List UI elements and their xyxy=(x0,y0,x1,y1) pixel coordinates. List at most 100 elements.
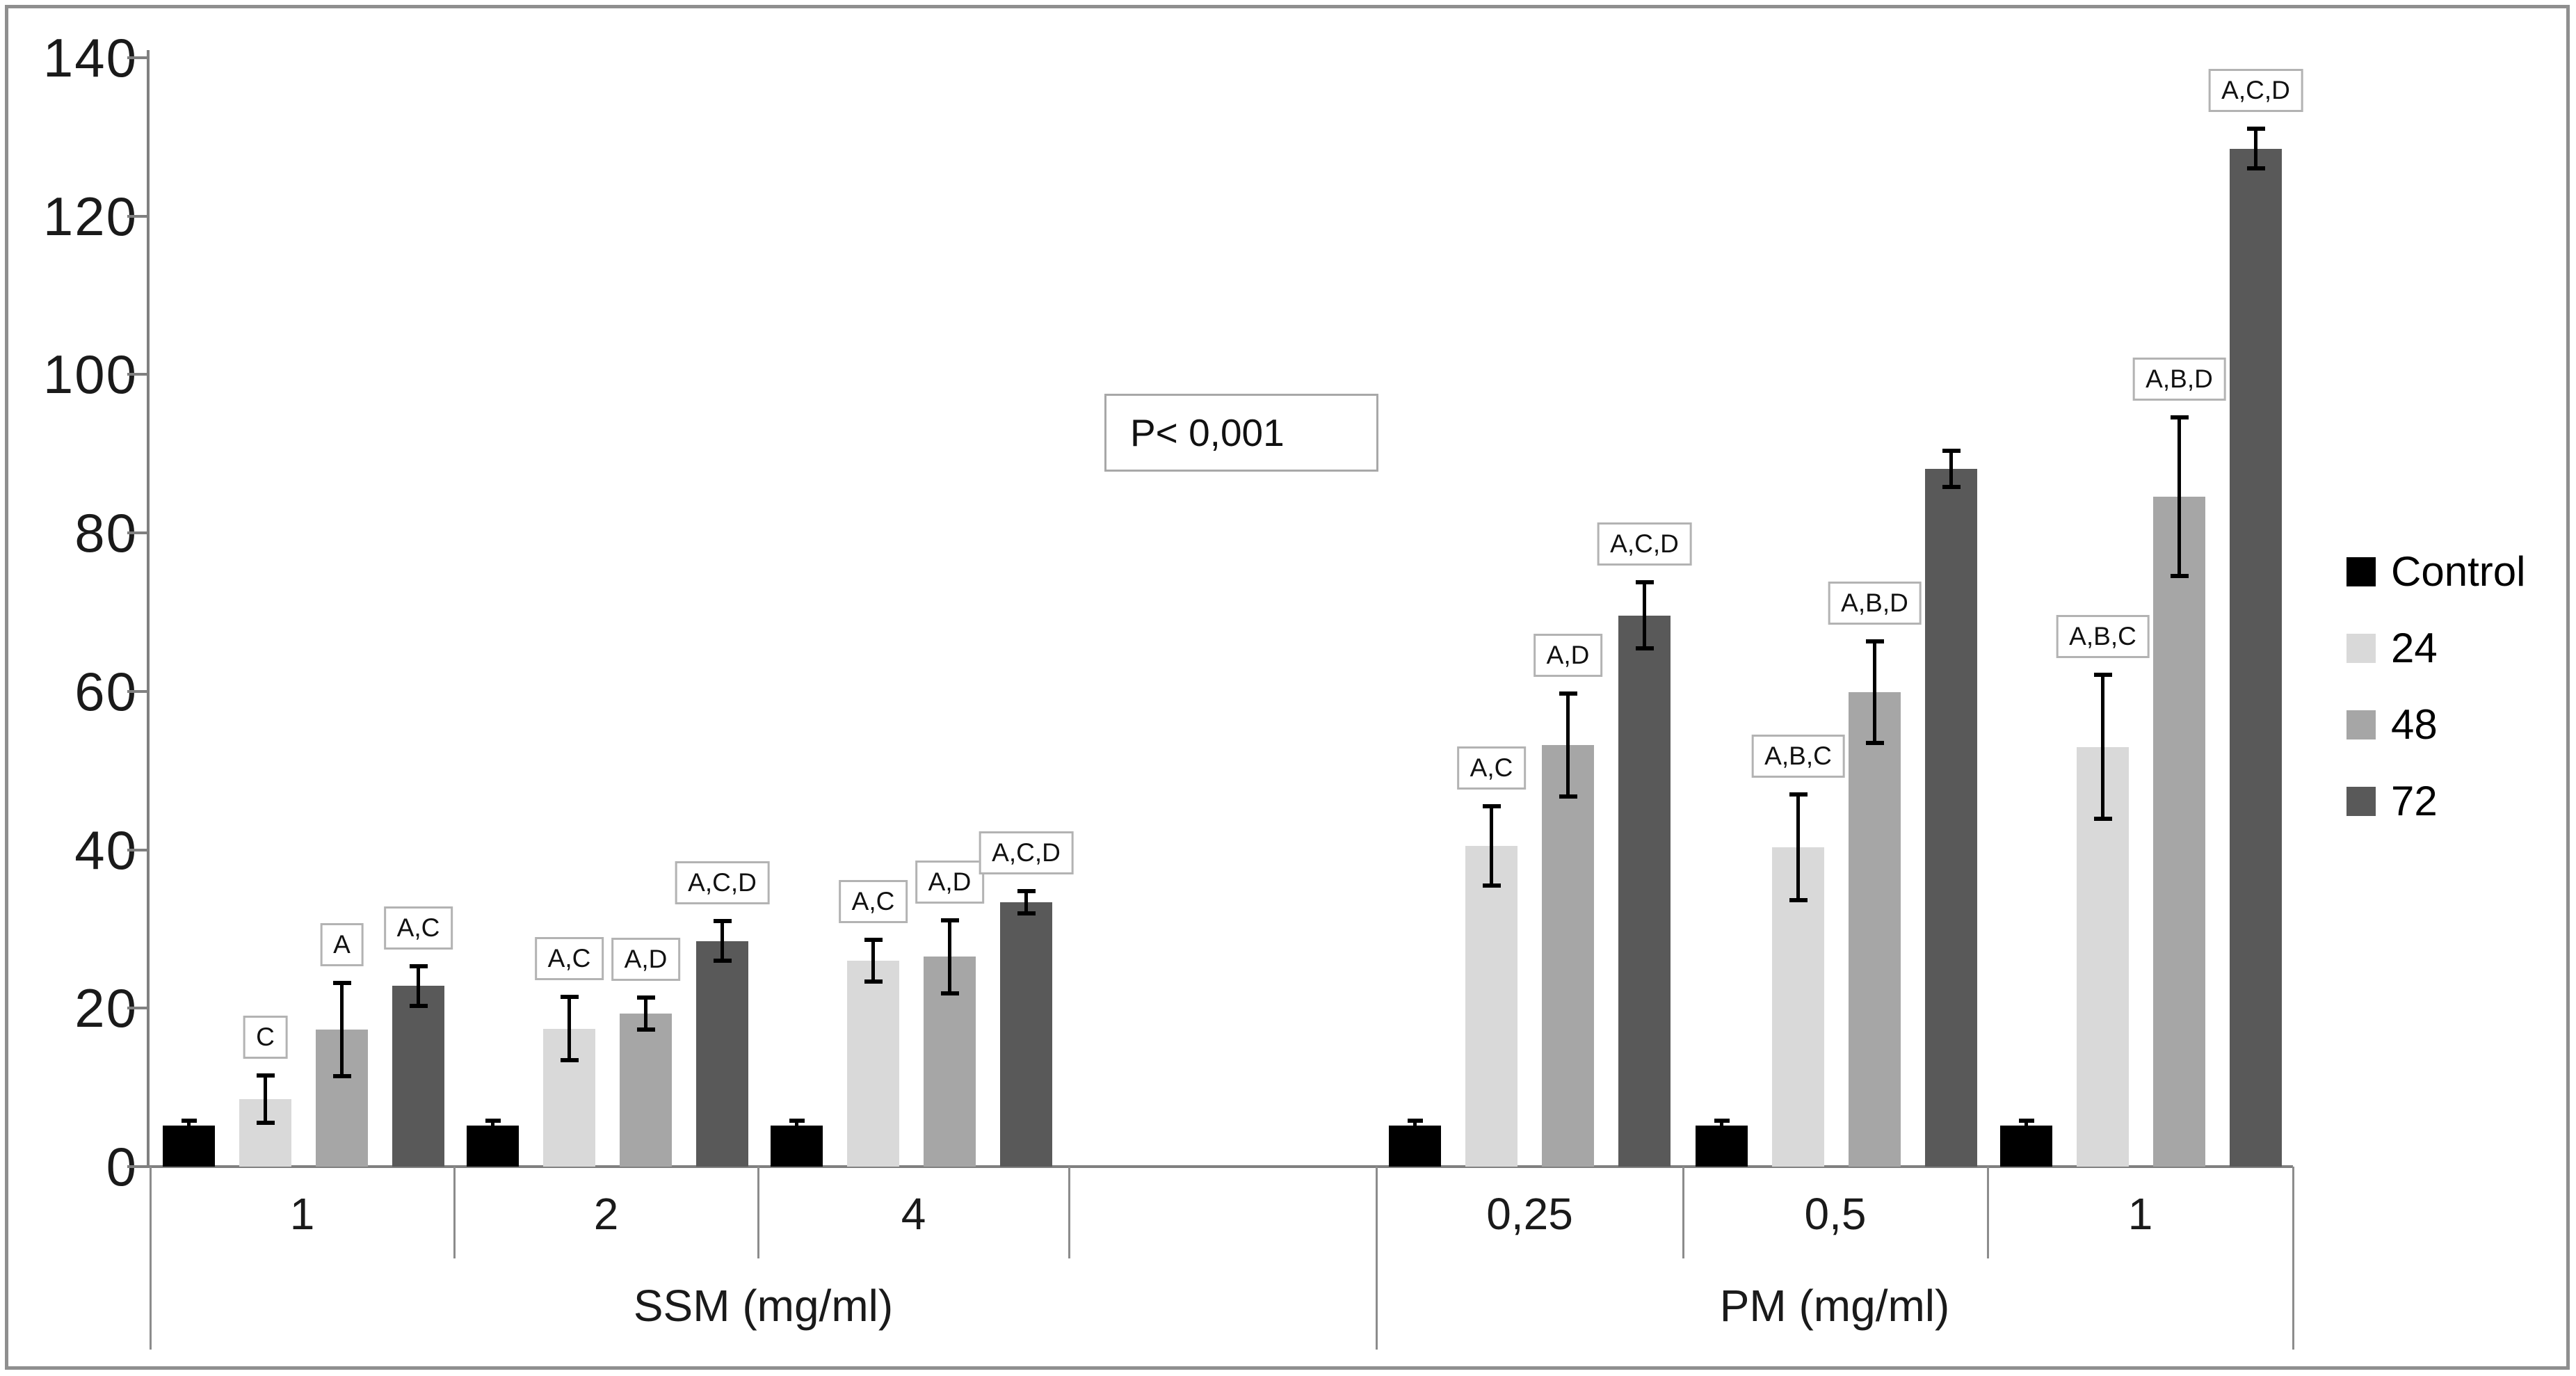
error-bar-cap xyxy=(1865,740,1884,745)
error-bar xyxy=(264,1075,267,1123)
legend-swatch-icon xyxy=(2346,557,2376,586)
error-bar xyxy=(340,982,344,1077)
y-axis-tick-mark xyxy=(127,689,148,693)
bar-4-72 xyxy=(1000,902,1052,1167)
legend-item-72: 72 xyxy=(2346,778,2438,824)
significance-label: A,B,D xyxy=(2132,357,2226,401)
y-axis-tick-mark xyxy=(127,214,148,218)
error-bar-cap xyxy=(2093,817,2112,822)
error-bar-cap xyxy=(940,991,959,995)
x-axis-category-label: 2 xyxy=(593,1189,619,1239)
error-bar-cap xyxy=(181,1128,197,1133)
bar-0_25-24 xyxy=(1465,845,1518,1167)
error-bar xyxy=(871,940,875,982)
error-bar xyxy=(1566,694,1570,797)
error-bar-cap xyxy=(1482,803,1501,808)
error-bar-cap xyxy=(256,1121,275,1126)
error-bar-cap xyxy=(560,995,579,1000)
error-bar xyxy=(2024,1120,2028,1130)
y-axis-tick-label-100: 100 xyxy=(42,344,138,406)
error-bar xyxy=(1796,794,1800,901)
error-bar-cap xyxy=(789,1118,805,1123)
error-bar xyxy=(187,1120,191,1130)
error-bar xyxy=(795,1120,798,1130)
error-bar xyxy=(644,998,647,1030)
x-axis-category-divider xyxy=(1376,1167,1378,1258)
x-axis-category-divider xyxy=(1987,1167,1989,1258)
error-bar-cap xyxy=(1865,639,1884,644)
legend-swatch-icon xyxy=(2346,710,2376,739)
x-axis-group-divider xyxy=(2292,1258,2294,1350)
error-bar-cap xyxy=(485,1118,501,1123)
legend-label: 72 xyxy=(2391,778,2438,824)
significance-label: A,D xyxy=(611,938,681,982)
significance-label: A,C,D xyxy=(675,861,770,905)
y-axis-tick-label-80: 80 xyxy=(74,502,138,564)
error-bar-cap xyxy=(485,1128,501,1133)
error-bar-cap xyxy=(1789,792,1808,797)
bar-0_5-48 xyxy=(1849,691,1901,1167)
error-bar-cap xyxy=(2246,127,2265,131)
error-bar-cap xyxy=(789,1128,805,1133)
error-bar-cap xyxy=(1559,691,1577,696)
pvalue-annotation-box: P< 0,001 xyxy=(1104,394,1378,472)
legend-item-48: 48 xyxy=(2346,701,2438,748)
error-bar xyxy=(1720,1120,1723,1130)
error-bar-cap xyxy=(1017,888,1036,893)
bar-2-control xyxy=(467,1125,519,1167)
legend-item-24: 24 xyxy=(2346,627,2438,669)
legend-swatch-icon xyxy=(2346,787,2376,816)
x-axis-category-divider xyxy=(1068,1167,1070,1258)
significance-label: A,B,C xyxy=(2056,614,2150,658)
error-bar-cap xyxy=(2170,573,2189,578)
error-bar-cap xyxy=(1407,1128,1423,1133)
error-bar-cap xyxy=(636,1027,655,1032)
x-axis-category-divider xyxy=(757,1167,759,1258)
error-bar-cap xyxy=(332,980,351,985)
significance-label: A,C,D xyxy=(2208,69,2303,113)
y-axis-tick-mark xyxy=(127,848,148,851)
y-axis-tick-label-60: 60 xyxy=(74,660,138,722)
y-axis-tick-mark xyxy=(127,1165,148,1168)
error-bar-cap xyxy=(2018,1118,2034,1123)
error-bar xyxy=(1873,641,1876,743)
significance-label: A,D xyxy=(1533,634,1603,678)
legend-label: Control xyxy=(2391,548,2526,595)
x-axis-group-label-ssm: SSM (mg/ml) xyxy=(633,1280,894,1331)
error-bar xyxy=(491,1120,494,1130)
error-bar xyxy=(1643,582,1646,649)
error-bar-cap xyxy=(940,918,959,922)
bar-0_5-control xyxy=(1696,1125,1748,1167)
bar-0_25-48 xyxy=(1542,745,1594,1167)
y-axis-tick-mark xyxy=(127,373,148,376)
bar-2-48 xyxy=(620,1014,672,1167)
y-axis-tick-label-140: 140 xyxy=(42,27,138,88)
x-axis-group-label-pm: PM (mg/ml) xyxy=(1719,1280,1950,1331)
legend-label: 48 xyxy=(2391,701,2438,748)
significance-label: C xyxy=(243,1016,288,1059)
x-axis-category-label: 0,5 xyxy=(1804,1189,1867,1239)
x-axis-category-divider xyxy=(150,1167,152,1258)
error-bar-cap xyxy=(864,979,883,984)
bar-1-72 xyxy=(2230,148,2282,1167)
bar-1-control xyxy=(163,1125,215,1167)
significance-label: A xyxy=(320,922,364,966)
y-axis-tick-label-40: 40 xyxy=(74,819,138,881)
bar-2-72 xyxy=(696,941,748,1167)
x-axis-category-label: 1 xyxy=(2127,1189,2153,1239)
error-bar xyxy=(1490,806,1493,886)
y-axis-tick-mark xyxy=(127,531,148,535)
error-bar xyxy=(721,921,724,961)
error-bar-cap xyxy=(1559,794,1577,799)
error-bar-cap xyxy=(713,919,732,924)
bar-1-48 xyxy=(2153,496,2205,1167)
y-axis-tick-label-120: 120 xyxy=(42,185,138,247)
significance-label: A,C xyxy=(383,906,453,950)
error-bar xyxy=(417,966,420,1006)
error-bar xyxy=(948,920,951,993)
error-bar-cap xyxy=(1482,883,1501,888)
bar-0_5-72 xyxy=(1925,468,1977,1167)
pvalue-annotation-text: P< 0,001 xyxy=(1130,411,1285,454)
x-axis-baseline xyxy=(147,1165,2293,1168)
error-bar xyxy=(1024,890,1028,913)
